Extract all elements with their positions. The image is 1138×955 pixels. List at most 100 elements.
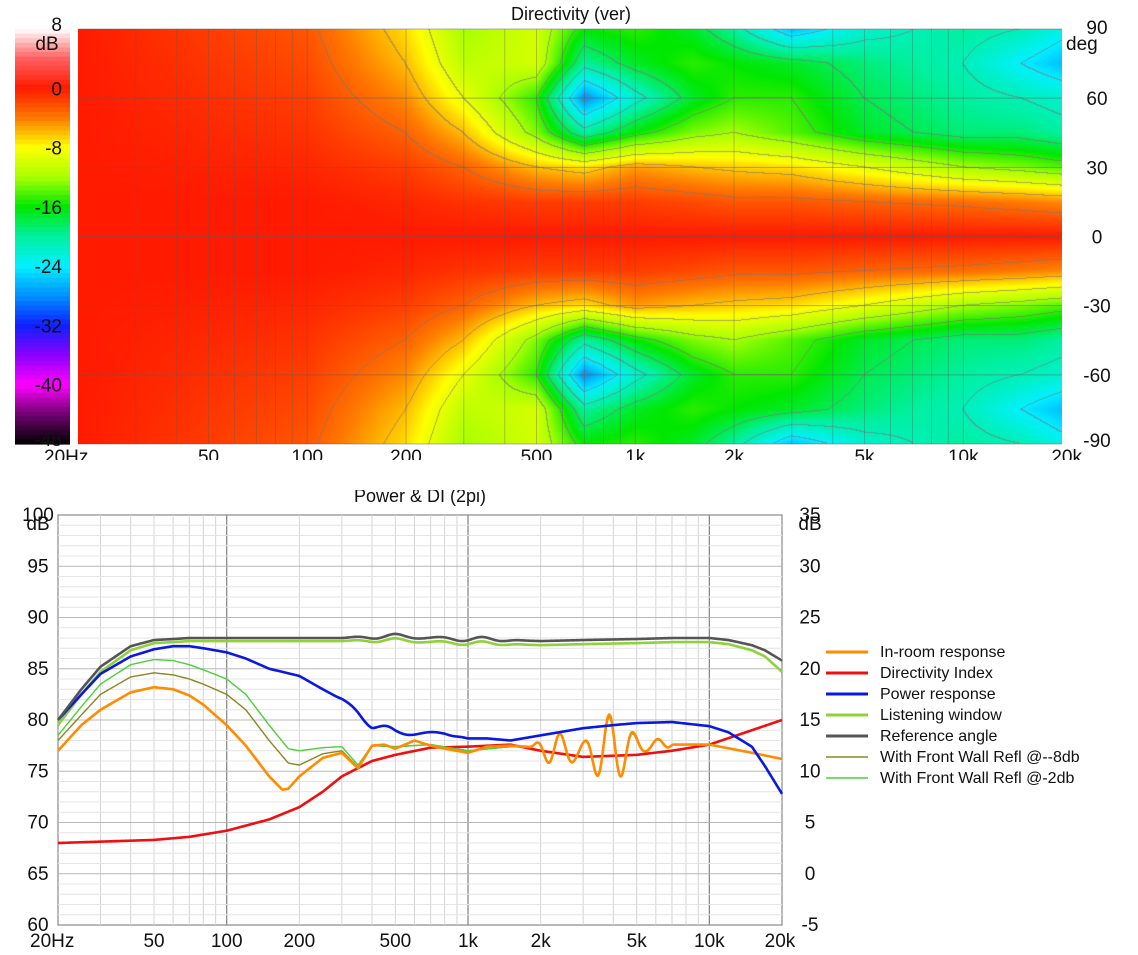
x-tick-label: 10k [948, 447, 979, 460]
colorbar-cell [15, 425, 70, 431]
colorbar-cell [15, 411, 70, 417]
colorbar-cell [15, 107, 70, 113]
colorbar: dB 8 0 -8 -16 -24 -32 -40 -48 [15, 15, 70, 451]
colorbar-cell [15, 416, 70, 422]
right-y-tick-label: -5 [802, 915, 819, 936]
colorbar-tick-label: -24 [35, 257, 63, 278]
colorbar-cell [15, 434, 70, 440]
colorbar-cell [15, 195, 70, 201]
colorbar-cell [15, 236, 70, 242]
x-tick-label: 100 [291, 447, 323, 460]
angle-tick-label: -90 [1083, 431, 1110, 452]
x-tick-label: 5k [854, 447, 875, 460]
colorbar-cell [15, 333, 70, 339]
colorbar-cell [15, 365, 70, 371]
legend: In-room response Directivity Index Power r… [826, 644, 1080, 787]
colorbar-cell [15, 116, 70, 122]
directivity-chart: Directivity (ver) dB 8 0 -8 -16 -24 -32 -40 -48… [15, 4, 1111, 460]
colorbar-cell [15, 430, 70, 436]
colorbar-cell [15, 439, 70, 445]
colorbar-cell [15, 314, 70, 321]
legend-entry: With Front Wall Refl @--8db [826, 749, 1080, 766]
right-y-tick-label: 20 [799, 659, 820, 680]
colorbar-tick-label: -40 [35, 376, 62, 397]
right-y-tick-label: 5 [805, 813, 816, 834]
colorbar-cell [15, 148, 70, 155]
plot-grid [58, 515, 782, 925]
colorbar-cell [15, 130, 70, 136]
colorbar-cell [15, 393, 70, 399]
colorbar-cell [15, 125, 70, 132]
colorbar-cell [15, 47, 70, 53]
left-y-tick-label: 85 [27, 659, 48, 680]
series-line-1 [57, 685, 783, 791]
series-line-2 [57, 718, 783, 845]
colorbar-cell [15, 70, 70, 76]
angle-tick-label: -30 [1083, 297, 1110, 318]
colorbar-cell [15, 121, 70, 127]
series-line-3 [57, 644, 784, 795]
colorbar-cell [15, 356, 70, 362]
x-tick-label: 20k [765, 931, 796, 952]
x-tick-label: 50 [143, 931, 164, 952]
colorbar-cell [15, 29, 70, 35]
colorbar-cell [15, 185, 70, 191]
colorbar-cell [15, 245, 70, 251]
colorbar-cell [15, 379, 70, 385]
directivity-title: Directivity (ver) [511, 4, 631, 24]
colorbar-cell [15, 259, 70, 265]
angle-tick-label: 0 [1092, 228, 1103, 249]
colorbar-cell [15, 135, 70, 141]
colorbar-tick-label: 8 [51, 15, 62, 36]
x-tick-label: 20k [1051, 447, 1082, 460]
legend-label: Directivity Index [880, 665, 993, 682]
colorbar-cell [15, 139, 70, 145]
colorbar-cell [15, 347, 70, 353]
colorbar-cell [15, 328, 70, 334]
colorbar-cell [15, 190, 70, 196]
colorbar-cell [15, 98, 70, 104]
colorbar-cell [15, 204, 70, 210]
x-tick-label: 200 [390, 447, 422, 460]
x-tick-label: 20Hz [44, 447, 88, 460]
colorbar-tick-labels: 8 0 -8 -16 -24 -32 -40 -48 [35, 15, 63, 451]
angle-axis-label: deg [1066, 34, 1098, 55]
x-tick-label: 50 [198, 447, 219, 460]
angle-tick-label: -60 [1083, 366, 1110, 387]
colorbar-cell [15, 158, 70, 164]
colorbar-cell [15, 208, 70, 215]
x-tick-label: 10k [694, 931, 725, 952]
colorbar-cell [15, 176, 70, 182]
legend-label: Power response [880, 686, 996, 703]
right-y-tick-label: 0 [805, 864, 816, 885]
directivity-angle-tick-labels: 90 60 30 0 -30 -60 -90 [1083, 18, 1110, 452]
colorbar-tick-label: -16 [35, 198, 62, 219]
left-y-tick-label: 95 [27, 556, 48, 577]
x-tick-label: 5k [627, 931, 648, 952]
legend-entry: In-room response [826, 644, 1005, 661]
colorbar-cell [15, 361, 70, 367]
x-tick-label: 1k [625, 447, 646, 460]
colorbar-tick-label: -8 [45, 139, 62, 160]
colorbar-cell [15, 38, 70, 44]
colorbar-cell [15, 61, 70, 67]
colorbar-tick-label: -48 [35, 430, 62, 451]
colorbar-cell [15, 153, 70, 159]
left-y-tick-label: 65 [27, 864, 48, 885]
colorbar-tick-label: 0 [51, 79, 62, 100]
colorbar-cell [15, 407, 70, 413]
colorbar-cell [15, 42, 70, 49]
left-y-tick-label: 100 [22, 505, 54, 526]
angle-tick-label: 30 [1086, 158, 1107, 179]
colorbar-cell [15, 324, 70, 330]
legend-entry: Reference angle [826, 728, 998, 745]
colorbar-cell [15, 52, 70, 58]
power-di-plot [56, 514, 784, 926]
left-axis-unit: dB [26, 514, 49, 535]
colorbar-cell [15, 162, 70, 168]
left-y-tick-label: 70 [27, 813, 48, 834]
heatmap-grid [78, 28, 1062, 445]
right-y-tick-label: 10 [799, 761, 820, 782]
legend-entry: With Front Wall Refl @-2db [826, 770, 1074, 787]
plot-series [56, 632, 784, 845]
